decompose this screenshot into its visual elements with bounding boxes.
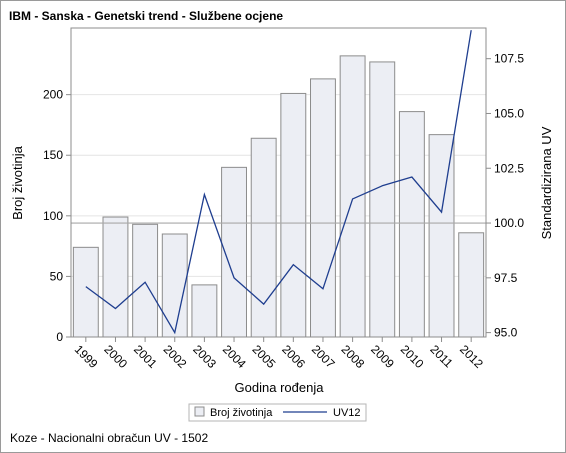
y-tick-label: 0	[56, 330, 63, 344]
bar	[72, 246, 99, 338]
bar	[102, 216, 129, 338]
bar	[280, 92, 307, 338]
x-tick-label: 2005	[250, 342, 279, 371]
y-axis-label: Broj životinja	[10, 145, 25, 219]
legend-frame	[188, 403, 367, 422]
x-tick-label: 2004	[220, 342, 249, 371]
y-tick-label: 200	[43, 88, 63, 102]
y-tick-label: 100	[43, 209, 63, 223]
y-tick-label: 50	[50, 269, 64, 283]
x-axis-label: Godina rođenja	[235, 380, 325, 395]
x-tick-label: 2012	[457, 342, 486, 371]
y2-tick-label: 107.5	[494, 52, 524, 66]
x-tick-label: 2002	[161, 342, 190, 371]
bar-layer	[72, 55, 485, 338]
x-tick-label: 2009	[368, 342, 397, 371]
bar	[369, 61, 396, 338]
bar	[191, 284, 218, 338]
series-line-uv12	[85, 30, 472, 335]
x-tick-label: 2003	[190, 342, 219, 371]
x-tick-label: 1999	[72, 342, 101, 371]
bar	[310, 78, 336, 338]
bar	[458, 232, 485, 338]
y2-tick-label: 105.0	[494, 106, 524, 120]
plot-frame	[70, 27, 487, 338]
legend: Broj životinja UV12	[188, 403, 367, 422]
y2-tick-label: 95.0	[494, 326, 518, 340]
footnote: Koze - Nacionalni obračun UV - 1502	[10, 431, 209, 445]
bar	[339, 55, 366, 338]
x-tick-label: 2006	[279, 342, 308, 371]
bar	[132, 223, 159, 338]
bar	[221, 166, 247, 338]
x-tick-label: 2001	[131, 342, 160, 371]
bar	[161, 233, 188, 338]
y2-axis-label: Standardizirana UV	[539, 126, 554, 239]
y2-tick-label: 102.5	[494, 161, 524, 175]
legend-bar-swatch	[194, 406, 205, 417]
bar	[428, 134, 455, 338]
legend-line-label: UV12	[333, 407, 361, 419]
y2-tick-label: 100.0	[494, 216, 524, 230]
x-tick-label: 2007	[309, 342, 338, 371]
y2-tick-label: 97.5	[494, 271, 518, 285]
x-tick-label: 2008	[338, 342, 367, 371]
chart-title: IBM - Sanska - Genetski trend - Službene…	[9, 9, 284, 23]
y-tick-label: 150	[43, 148, 63, 162]
x-tick-label: 2000	[101, 342, 130, 371]
bar	[250, 137, 277, 338]
x-tick-label: 2010	[398, 342, 427, 371]
legend-bar-label: Broj životinja	[210, 407, 273, 419]
bar	[398, 111, 425, 338]
line-layer	[85, 30, 472, 335]
x-tick-label: 2011	[427, 342, 455, 370]
